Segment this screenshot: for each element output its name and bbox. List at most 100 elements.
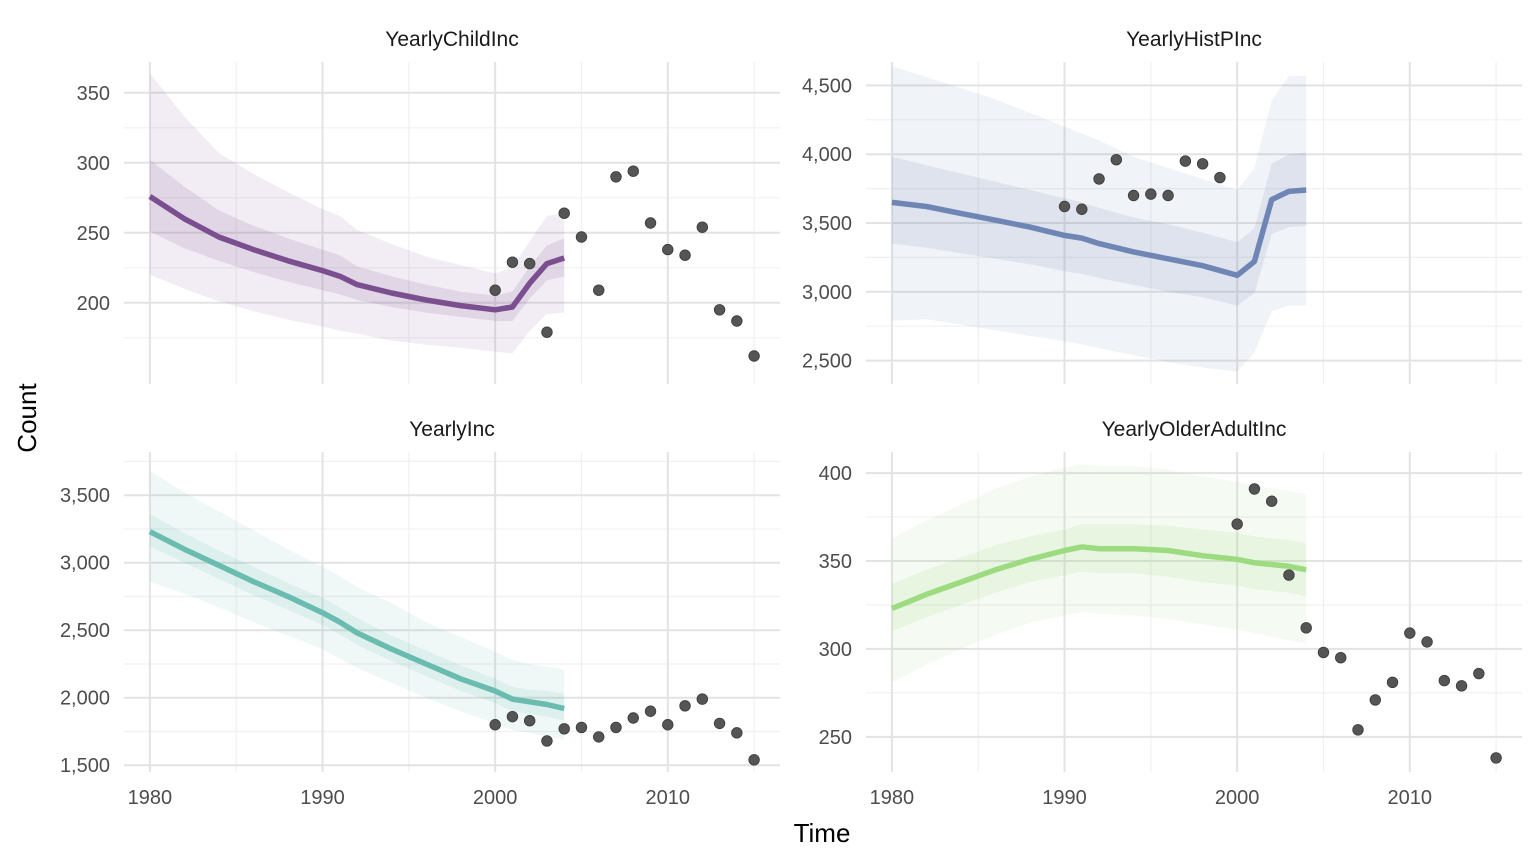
y-tick-label: 250 (77, 223, 110, 245)
observed-point (731, 727, 743, 739)
observed-point (627, 712, 639, 724)
observed-point (1248, 483, 1261, 495)
panels-layer: YearlyChildInc 200 250 300 350 YearlyHistPInc… (60, 28, 1522, 809)
y-tick-label: 2,500 (802, 351, 852, 373)
observed-point (644, 217, 657, 229)
x-tick-label: 1990 (300, 787, 345, 809)
fitted-line (148, 529, 565, 712)
observed-point (1265, 495, 1278, 507)
observed-point (713, 717, 726, 730)
observed-point (489, 284, 501, 296)
observed-point (558, 723, 570, 735)
observed-point (1386, 676, 1399, 689)
observed-point (748, 350, 760, 362)
y-tick-label: 250 (819, 727, 852, 749)
inner-interval-band (149, 514, 565, 721)
observed-point (1076, 203, 1088, 215)
x-axis-title: Time (794, 818, 851, 848)
observed-point (1058, 200, 1071, 213)
fitted-line (890, 544, 1307, 612)
observed-point (662, 719, 674, 731)
observed-point (1421, 636, 1433, 648)
observed-point (679, 700, 691, 712)
observed-point (506, 256, 519, 268)
observed-point (696, 221, 709, 233)
y-tick-label: 350 (819, 551, 852, 573)
inner-interval-band (891, 524, 1307, 632)
observed-point (1438, 674, 1451, 687)
observed-point (1369, 694, 1381, 706)
observed-point (644, 705, 657, 717)
y-tick-label: 3,500 (60, 485, 110, 507)
observed-point (1093, 173, 1105, 185)
y-tick-label: 350 (77, 83, 110, 105)
observed-point (627, 165, 639, 177)
observed-point (1300, 622, 1312, 634)
observed-point (713, 304, 726, 316)
observed-point (1473, 667, 1485, 680)
observed-point (523, 257, 536, 270)
x-tick-label: 2000 (473, 787, 518, 809)
x-tick-label: 1990 (1042, 787, 1087, 809)
y-tick-label: 400 (819, 463, 852, 485)
y-tick-label: 4,500 (802, 75, 852, 97)
panel-0: YearlyChildInc 200 250 300 350 (77, 28, 780, 384)
observed-point (731, 315, 743, 327)
y-tick-label: 3,000 (60, 553, 110, 575)
x-tick-label: 2010 (1388, 787, 1433, 809)
observed-point (1196, 158, 1209, 170)
observed-point (696, 693, 709, 705)
panel-title: YearlyOlderAdultInc (1102, 418, 1287, 441)
observed-point (679, 249, 691, 261)
outer-interval-band (149, 470, 565, 740)
y-axis-title: Count (12, 383, 42, 453)
observed-point (1335, 652, 1347, 664)
panel-title: YearlyHistPInc (1126, 28, 1262, 51)
x-tick-label: 2000 (1215, 787, 1260, 809)
fitted-line (148, 194, 566, 313)
observed-point (1490, 752, 1502, 764)
observed-point (1455, 680, 1468, 692)
observed-point (523, 714, 536, 727)
y-tick-label: 2,500 (60, 620, 110, 642)
observed-point (1110, 154, 1123, 166)
observed-point (1404, 627, 1416, 639)
observed-point (1317, 646, 1330, 659)
y-tick-label: 4,000 (802, 144, 852, 166)
observed-point (748, 754, 760, 766)
observed-point (1214, 171, 1226, 184)
observed-point (541, 326, 553, 338)
observed-point (1162, 189, 1174, 202)
y-tick-label: 1,500 (60, 755, 110, 777)
observed-point (1179, 155, 1192, 167)
outer-interval-band (149, 73, 565, 354)
observed-point (593, 731, 605, 743)
observed-point (558, 207, 570, 219)
panel-title: YearlyInc (409, 418, 495, 441)
observed-point (1231, 518, 1243, 530)
observed-point (610, 171, 622, 183)
outer-interval-band (891, 464, 1307, 683)
y-tick-label: 3,000 (802, 282, 852, 304)
observed-point (575, 231, 588, 243)
observed-point (662, 243, 674, 256)
observed-point (541, 735, 553, 747)
panel-1: YearlyHistPInc 2,500 3,000 3,500 4,000 4,500 (802, 28, 1522, 384)
observed-point (1352, 724, 1364, 736)
x-tick-label: 1980 (128, 787, 173, 809)
observed-point (575, 721, 588, 734)
x-tick-label: 1980 (870, 787, 915, 809)
outer-interval-band (891, 66, 1307, 372)
y-tick-label: 300 (77, 153, 110, 175)
observed-point (506, 710, 519, 723)
observed-point (1145, 188, 1157, 200)
fitted-line (891, 187, 1307, 279)
panel-title: YearlyChildInc (385, 28, 518, 51)
observed-point (593, 284, 605, 296)
observed-point (610, 721, 622, 734)
y-tick-label: 3,500 (802, 213, 852, 235)
y-tick-label: 2,000 (60, 688, 110, 710)
observed-point (1283, 569, 1295, 581)
panel-2: YearlyInc 1,500 2,000 2,500 3,000 3,500 1980 19… (60, 418, 780, 809)
